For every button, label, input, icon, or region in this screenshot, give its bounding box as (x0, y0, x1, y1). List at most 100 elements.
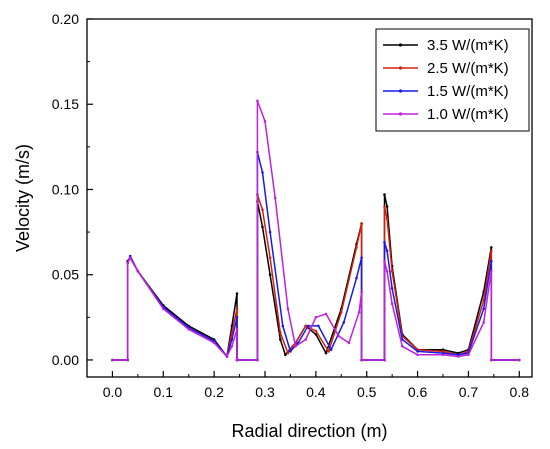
series-point (390, 302, 394, 306)
series-point (324, 351, 328, 355)
series-point (390, 270, 394, 273)
series-point (230, 345, 234, 348)
legend-label: 2.5 W/(m*K) (427, 60, 509, 77)
series-point (128, 256, 132, 260)
legend-marker (398, 112, 403, 116)
series-point (401, 345, 404, 348)
series-point (230, 338, 234, 341)
series-point (136, 270, 140, 273)
series-point (126, 261, 129, 265)
legend: 3.5 W/(m*K) 2.5 W/(m*K) 1.5 W/(m*K) 1.0 W/(… (375, 28, 530, 132)
series-point (235, 316, 239, 319)
series-point (212, 341, 216, 345)
series-point (337, 334, 341, 338)
series-point (126, 358, 129, 362)
series-point (235, 358, 239, 362)
series-point (281, 324, 285, 328)
x-tick-label: 0.7 (459, 384, 479, 400)
x-tick-label: 0.5 (357, 384, 377, 400)
x-tick-label: 0.4 (306, 384, 326, 400)
series-point (360, 256, 363, 260)
series-point (235, 307, 239, 311)
legend-label: 3.5 W/(m*K) (427, 37, 509, 54)
series-point (286, 307, 290, 311)
x-tick-label: 0.2 (204, 384, 224, 400)
series-point (314, 316, 318, 319)
series-point (385, 217, 389, 220)
series-point (327, 350, 330, 353)
series-point (342, 321, 346, 324)
series-point (289, 350, 292, 353)
legend-marker (398, 66, 403, 70)
series-point (482, 321, 486, 324)
series-point (441, 353, 445, 357)
series-point (314, 329, 318, 333)
y-tick-label: 0.10 (52, 181, 79, 197)
series-point (490, 358, 493, 362)
series-point (329, 348, 333, 352)
series-point (467, 353, 470, 357)
series-point (268, 230, 272, 234)
y-axis-title: Velocity (m/s) (13, 144, 33, 252)
series-point (294, 345, 297, 348)
series-point (111, 358, 114, 362)
legend-label: 1.5 W/(m*K) (427, 83, 509, 100)
x-tick-label: 0.3 (255, 384, 275, 400)
series-point (390, 287, 394, 290)
series-point (286, 351, 290, 355)
series-point (261, 171, 264, 174)
series-point (383, 358, 386, 362)
series-point (490, 270, 493, 273)
legend-marker (398, 89, 403, 93)
series-point (385, 249, 389, 253)
series-group (111, 99, 521, 362)
series-point (304, 324, 308, 328)
series-point (355, 276, 358, 280)
series-point (416, 350, 419, 353)
series-point (187, 328, 190, 331)
series-point (225, 355, 229, 358)
series-point (324, 312, 328, 316)
legend-marker (398, 43, 403, 47)
x-tick-label: 0.6 (408, 384, 428, 400)
series-point (340, 310, 343, 314)
y-tick-label: 0.00 (52, 352, 79, 368)
ticks-layer (87, 18, 520, 377)
series-point (360, 222, 363, 225)
series-point (385, 205, 389, 208)
series-point (347, 341, 351, 345)
series-point (235, 328, 239, 331)
series-layer (111, 99, 521, 362)
series-point (416, 353, 419, 357)
series-point (360, 290, 363, 294)
series-point (383, 241, 386, 244)
series-point (256, 358, 259, 362)
series-point (268, 273, 272, 277)
series-point (235, 292, 239, 295)
series-point (401, 338, 404, 341)
series-point (279, 331, 282, 335)
series-point (355, 246, 358, 249)
legend-label: 1.0 W/(m*K) (427, 106, 509, 123)
y-tick-label: 0.05 (52, 267, 79, 283)
y-tick-label: 0.20 (52, 11, 79, 27)
x-tick-label: 0.8 (510, 384, 530, 400)
x-tick-label: 0.0 (103, 384, 123, 400)
series-point (306, 324, 310, 328)
series-point (457, 355, 460, 358)
series-point (263, 120, 267, 123)
series-point (261, 208, 264, 212)
series-point (304, 338, 308, 341)
series-point (256, 99, 259, 103)
series-point (268, 256, 272, 260)
series-point (482, 307, 486, 311)
tick-labels-layer: 0.0 0.1 0.2 0.3 0.4 0.5 0.6 0.7 0.8 0.00 0.05 0.10 0… (52, 11, 529, 400)
y-tick-label: 0.15 (52, 96, 79, 112)
x-tick-label: 0.1 (154, 384, 174, 400)
series-point (383, 193, 386, 196)
series-point (490, 259, 493, 263)
series-point (385, 270, 389, 273)
series-point (360, 358, 363, 362)
series-point (261, 225, 264, 229)
